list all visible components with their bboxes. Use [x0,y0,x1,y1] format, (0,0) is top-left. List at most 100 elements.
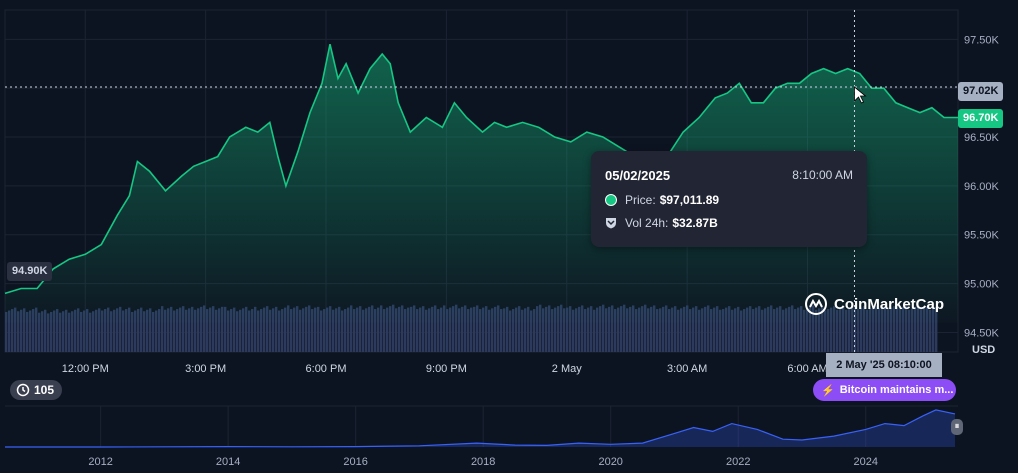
volume-bar [818,308,821,352]
volume-bar [836,309,839,352]
volume-bar [134,310,137,352]
volume-bar [170,306,173,352]
volume-bars [5,304,938,352]
volume-bar [545,306,548,352]
volume-bar [641,306,644,352]
volume-bar [896,304,899,352]
volume-bar [116,308,119,352]
volume-bar [293,307,296,352]
volume-bar [395,308,398,352]
volume-bar [809,306,812,352]
volume-bar [608,306,611,352]
volume-bar [281,309,284,352]
volume-bar [125,309,128,352]
volume-bar [488,309,491,352]
volume-bar [659,308,662,352]
volume-bar [908,309,911,352]
news-pill[interactable]: ⚡ Bitcoin maintains m... [813,379,956,401]
volume-bar [329,306,332,352]
y-tick-label: 96.00K [964,181,1000,193]
y-tick-label: 94.50K [964,327,1000,339]
volume-bar [497,305,500,352]
volume-bar [89,312,92,352]
volume-bar [599,306,602,352]
volume-bar [884,305,887,352]
overview-tick-label: 2012 [88,456,112,468]
tooltip-volume-value: $32.87B [672,216,718,230]
volume-bar [227,310,230,352]
volume-bar [548,305,551,352]
volume-bar [932,308,935,352]
volume-bar [794,309,797,352]
volume-bar [704,306,707,352]
volume-bar [146,309,149,352]
events-badge[interactable]: 105 [10,380,63,400]
hover-price-axis-badge: 97.02K [958,82,1004,101]
tooltip-price-row: Price: $97,011.89 [605,193,719,207]
brand-name: CoinMarketCap [834,295,945,313]
volume-bar [755,307,758,352]
volume-bar [455,304,458,352]
volume-bar [701,308,704,352]
volume-bar [722,309,725,352]
volume-bar [695,306,698,352]
volume-bar [428,308,431,352]
volume-bar [740,310,743,352]
volume-bar [920,309,923,352]
volume-bar [341,310,344,352]
volume-bar [20,309,23,352]
x-tick-label: 9:00 PM [426,363,467,375]
volume-bar [242,308,245,352]
volume-bar [917,305,920,352]
volume-bar [110,311,113,352]
volume-bar [245,306,248,352]
volume-bar [485,306,488,352]
volume-bar [236,311,239,352]
volume-bar [38,312,41,352]
volume-bar [752,309,755,352]
x-tick-label: 6:00 AM [787,363,827,375]
volume-bar [266,306,269,352]
volume-bar [581,305,584,352]
x-tick-label: 3:00 AM [667,363,707,375]
volume-bar [467,309,470,352]
volume-bar [770,305,773,352]
volume-bar [731,309,734,352]
volume-bar [260,309,263,352]
volume-bar [473,306,476,352]
volume-bar [440,307,443,352]
volume-bar [275,306,278,352]
volume-bar [590,306,593,352]
volume-bar [674,306,677,352]
volume-bar [104,309,107,352]
volume-bar [326,307,329,352]
volume-bar [446,309,449,352]
volume-bar [344,309,347,352]
tooltip-date: 05/02/2025 [605,168,671,183]
volume-bar [776,307,779,352]
volume-bar [77,308,80,352]
history-icon [16,383,30,397]
brand-watermark: CoinMarketCap [804,292,944,316]
volume-bar [632,305,635,352]
volume-bar [902,306,905,352]
volume-bar [287,305,290,352]
volume-bar [212,306,215,352]
volume-bar [914,306,917,352]
volume-bar [314,307,317,352]
volume-bar [23,308,26,352]
volume-bar [923,307,926,352]
volume-bar [806,308,809,352]
volume-bar [32,309,35,352]
volume-bar [164,309,167,352]
volume-bar [824,310,827,352]
x-axis-ticks: 12:00 PM 3:00 PM 6:00 PM 9:00 PM 2 May 3:00 A… [62,363,828,375]
volume-bar [68,312,71,352]
range-handle[interactable]: ⏸ [951,419,963,435]
volume-bar [29,310,32,352]
tooltip-volume-row: Vol 24h: $32.87B [605,216,718,230]
volume-bar [248,310,251,352]
volume-bar [254,306,257,352]
y-axis-ticks: 97.50K97.00K96.50K96.00K95.50K95.00K94.5… [964,34,1000,339]
